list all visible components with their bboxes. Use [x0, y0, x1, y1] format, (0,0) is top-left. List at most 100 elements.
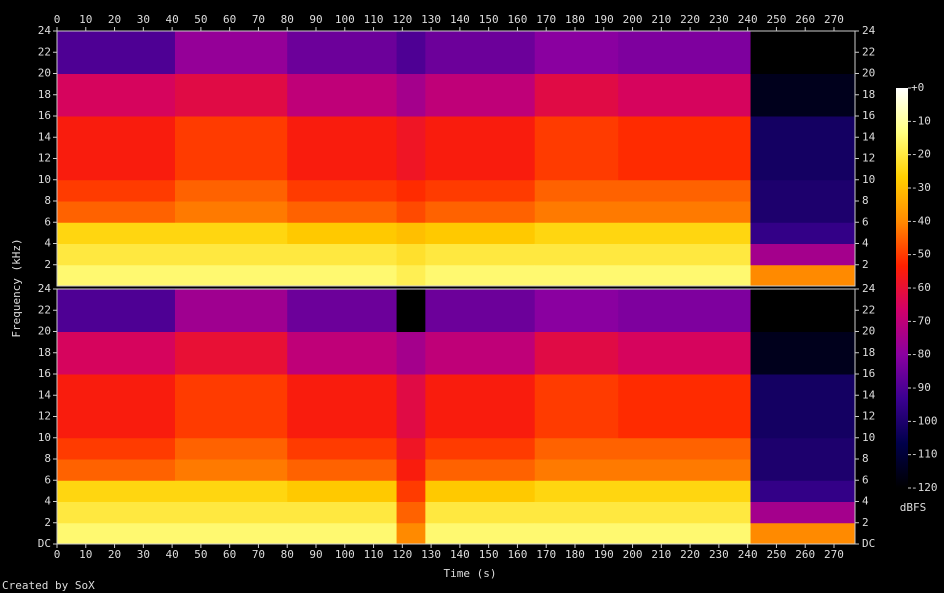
- x-tick-label: 210: [651, 548, 671, 561]
- x-tick-label: 20: [108, 13, 121, 26]
- heatmap-cell: [174, 522, 288, 545]
- heatmap-cell: [174, 480, 288, 502]
- heatmap-cell: [618, 243, 752, 266]
- heatmap-cell: [750, 522, 856, 545]
- x-tick-label: 230: [709, 13, 729, 26]
- heatmap-cell: [750, 222, 856, 244]
- y-axis-label: Frequency (kHz): [10, 238, 23, 337]
- y-tick-label: 6: [862, 215, 869, 228]
- y-tick-label: 12: [38, 410, 51, 423]
- heatmap-cell: [425, 201, 536, 223]
- heatmap-cell: [425, 243, 536, 266]
- heatmap-cell: [287, 480, 398, 502]
- heatmap-cell: [534, 437, 619, 460]
- heatmap-cell: [425, 31, 536, 74]
- x-tick-label: 110: [364, 548, 384, 561]
- heatmap-cell: [396, 459, 426, 481]
- heatmap-cell: [396, 73, 426, 117]
- heatmap-cell: [750, 73, 856, 117]
- heatmap-cell: [57, 116, 176, 181]
- y-tick-label: 4: [862, 495, 869, 508]
- y-tick-label: 6: [44, 215, 51, 228]
- heatmap-cell: [396, 437, 426, 460]
- heatmap-cell: [287, 201, 398, 223]
- heatmap-cell: [425, 522, 536, 545]
- heatmap-cell: [534, 264, 619, 287]
- y-tick-label: 2: [44, 516, 51, 529]
- heatmap-cell: [57, 437, 176, 460]
- y-tick-label: 4: [862, 237, 869, 250]
- x-tick-label: 60: [223, 13, 236, 26]
- heatmap-cell: [174, 222, 288, 244]
- x-tick-label: 240: [738, 548, 758, 561]
- heatmap-cell: [287, 179, 398, 202]
- heatmap-cell: [425, 264, 536, 287]
- y-tick-label: 20: [862, 325, 875, 338]
- heatmap-cell: [174, 501, 288, 524]
- x-tick-label: 220: [680, 548, 700, 561]
- y-tick-label: 14: [38, 388, 52, 401]
- y-tick-label: 2: [44, 258, 51, 271]
- y-tick-label: 24: [862, 24, 876, 37]
- y-tick-label: 16: [38, 367, 51, 380]
- y-tick-label: 8: [44, 194, 51, 207]
- heatmap-cell: [174, 374, 288, 439]
- x-tick-label: 120: [392, 13, 412, 26]
- heatmap-cell: [425, 289, 536, 332]
- heatmap-cell: [396, 179, 426, 202]
- x-tick-label: 50: [194, 548, 207, 561]
- colorbar-tick-label: -90: [911, 381, 931, 394]
- colorbar-tick-label: -70: [911, 314, 931, 327]
- heatmap-cell: [396, 222, 426, 244]
- y-tick-label: 18: [862, 88, 875, 101]
- x-tick-label: 80: [281, 548, 294, 561]
- heatmap-cell: [396, 201, 426, 223]
- colorbar-tick-label: -40: [911, 214, 931, 227]
- heatmap-cell: [618, 374, 752, 439]
- heatmap-cell: [396, 501, 426, 524]
- heatmap-cell: [618, 179, 752, 202]
- x-tick-label: 40: [165, 13, 178, 26]
- heatmap-cell: [534, 179, 619, 202]
- heatmap-cell: [174, 179, 288, 202]
- heatmap-cell: [750, 116, 856, 181]
- heatmap-cell: [57, 243, 176, 266]
- x-tick-label: 120: [392, 548, 412, 561]
- colorbar-label: dBFS: [900, 501, 927, 514]
- heatmap-cell: [618, 501, 752, 524]
- x-tick-label: 110: [364, 13, 384, 26]
- heatmap-cell: [425, 480, 536, 502]
- heatmap-cell: [534, 73, 619, 117]
- heatmap-cell: [174, 437, 288, 460]
- heatmap-cell: [425, 222, 536, 244]
- x-tick-label: 100: [335, 13, 355, 26]
- y-tick-label: 24: [38, 282, 52, 295]
- y-tick-label: 16: [862, 109, 875, 122]
- heatmap-cell: [750, 179, 856, 202]
- heatmap-cell: [534, 31, 619, 74]
- heatmap-cell: [750, 243, 856, 266]
- heatmap-cell: [618, 264, 752, 287]
- heatmap-cell: [287, 374, 398, 439]
- heatmap-cell: [174, 459, 288, 481]
- y-tick-label: 24: [38, 24, 52, 37]
- heatmap-cell: [750, 437, 856, 460]
- heatmap-cell: [425, 116, 536, 181]
- x-tick-label: 130: [421, 548, 441, 561]
- heatmap-cell: [534, 480, 619, 502]
- heatmap-cell: [57, 222, 176, 244]
- heatmap-cell: [57, 179, 176, 202]
- heatmap-cell: [750, 331, 856, 375]
- heatmap-cell: [287, 522, 398, 545]
- y-tick-label: 22: [38, 45, 51, 58]
- x-tick-label: 0: [54, 13, 61, 26]
- y-tick-label: DC: [38, 537, 51, 550]
- y-tick-label: 24: [862, 282, 876, 295]
- y-tick-label: 22: [862, 303, 875, 316]
- x-tick-label: 260: [795, 13, 815, 26]
- heatmap-cell: [534, 116, 619, 181]
- heatmap-cell: [534, 331, 619, 375]
- heatmap-cell: [287, 222, 398, 244]
- heatmap-cell: [750, 201, 856, 223]
